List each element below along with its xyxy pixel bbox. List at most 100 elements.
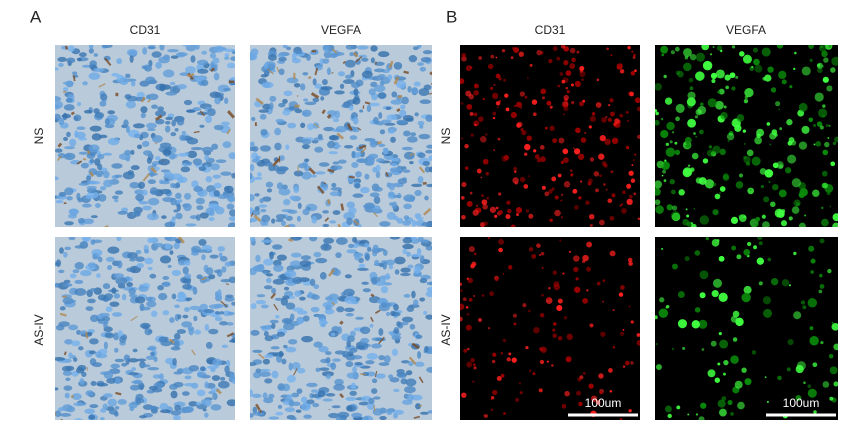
signal xyxy=(565,356,572,363)
nucleus xyxy=(146,300,157,308)
signal xyxy=(510,224,516,227)
nucleus xyxy=(190,146,203,151)
nucleus xyxy=(304,158,310,163)
nucleus xyxy=(142,205,152,211)
nucleus xyxy=(359,150,365,158)
nucleus xyxy=(287,223,296,227)
nucleus xyxy=(195,197,205,205)
nucleus xyxy=(184,375,192,380)
nucleus xyxy=(204,381,209,389)
nucleus xyxy=(424,195,429,201)
nucleus xyxy=(217,194,229,200)
signal xyxy=(736,114,745,122)
nucleus xyxy=(250,362,257,367)
nucleus xyxy=(205,267,214,275)
nucleus xyxy=(351,151,356,159)
nucleus xyxy=(130,149,135,155)
nucleus xyxy=(144,65,153,72)
nucleus xyxy=(333,118,340,123)
signal xyxy=(506,208,512,214)
signal xyxy=(769,143,772,146)
nucleus xyxy=(263,62,269,70)
nucleus xyxy=(402,220,412,226)
nucleus xyxy=(204,412,209,418)
signal xyxy=(575,127,581,134)
signal xyxy=(695,71,705,81)
nucleus xyxy=(297,316,304,325)
nucleus xyxy=(412,46,419,51)
nucleus xyxy=(426,286,432,293)
signal xyxy=(612,345,616,349)
nucleus xyxy=(159,83,166,92)
nucleus xyxy=(157,106,164,112)
signal xyxy=(538,388,543,393)
nucleus xyxy=(68,324,79,331)
nucleus xyxy=(378,74,386,78)
signal xyxy=(751,156,761,166)
nucleus xyxy=(297,202,302,209)
nucleus xyxy=(170,410,182,416)
nucleus xyxy=(187,150,198,159)
nucleus xyxy=(104,332,115,339)
signal xyxy=(607,117,613,123)
stain xyxy=(307,75,312,80)
nucleus xyxy=(281,184,288,190)
nucleus xyxy=(426,366,432,373)
nucleus xyxy=(77,102,82,107)
nucleus xyxy=(96,273,101,278)
nucleus xyxy=(89,358,97,366)
nucleus xyxy=(114,411,119,417)
signal xyxy=(505,107,510,112)
nucleus xyxy=(390,163,397,167)
signal xyxy=(473,366,477,370)
nucleus xyxy=(300,255,312,261)
nucleus xyxy=(409,323,416,330)
stain xyxy=(220,300,228,308)
signal xyxy=(832,222,838,227)
nucleus xyxy=(352,366,357,373)
signal xyxy=(819,283,825,289)
signal xyxy=(719,339,729,349)
signal xyxy=(686,214,690,218)
signal xyxy=(791,178,801,188)
signal xyxy=(608,368,613,373)
nucleus xyxy=(182,266,189,275)
nucleus xyxy=(292,307,304,312)
nucleus xyxy=(278,385,286,390)
signal xyxy=(707,369,716,378)
nucleus xyxy=(291,392,300,398)
signal xyxy=(554,195,559,200)
stain xyxy=(316,185,325,195)
nucleus xyxy=(164,121,171,125)
signal xyxy=(717,90,721,94)
nucleus xyxy=(426,183,432,188)
nucleus xyxy=(230,56,235,61)
nucleus xyxy=(262,392,268,399)
nucleus xyxy=(142,47,148,55)
signal xyxy=(814,92,824,102)
signal xyxy=(630,361,634,365)
nucleus xyxy=(370,388,378,395)
signal xyxy=(705,237,709,241)
signal xyxy=(516,122,522,128)
panel-label: B xyxy=(446,7,457,26)
stain xyxy=(327,268,336,277)
signal xyxy=(655,315,658,320)
nucleus xyxy=(381,302,387,308)
signal xyxy=(580,137,587,143)
nucleus xyxy=(214,96,221,105)
nucleus xyxy=(283,323,295,331)
signal xyxy=(667,413,672,419)
nucleus xyxy=(90,215,98,219)
nucleus xyxy=(322,223,330,227)
nucleus xyxy=(157,285,164,291)
nucleus xyxy=(86,289,93,298)
nucleus xyxy=(226,321,234,326)
nucleus xyxy=(394,269,400,275)
signal xyxy=(548,189,553,194)
nucleus xyxy=(148,385,159,391)
nucleus xyxy=(373,196,381,205)
nucleus xyxy=(311,139,319,144)
nucleus xyxy=(116,260,123,269)
nucleus xyxy=(74,279,84,285)
